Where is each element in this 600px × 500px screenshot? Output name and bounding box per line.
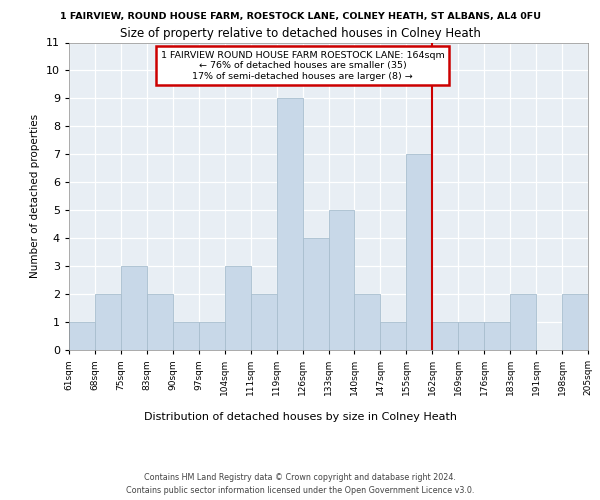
Text: Contains HM Land Registry data © Crown copyright and database right 2024.
Contai: Contains HM Land Registry data © Crown c…	[126, 472, 474, 494]
Text: Size of property relative to detached houses in Colney Heath: Size of property relative to detached ho…	[119, 28, 481, 40]
Bar	[147, 294, 173, 350]
Text: 1 FAIRVIEW, ROUND HOUSE FARM, ROESTOCK LANE, COLNEY HEATH, ST ALBANS, AL4 0FU: 1 FAIRVIEW, ROUND HOUSE FARM, ROESTOCK L…	[59, 12, 541, 22]
Text: Distribution of detached houses by size in Colney Heath: Distribution of detached houses by size …	[143, 412, 457, 422]
Text: 1 FAIRVIEW ROUND HOUSE FARM ROESTOCK LANE: 164sqm
← 76% of detached houses are s: 1 FAIRVIEW ROUND HOUSE FARM ROESTOCK LAN…	[161, 51, 445, 80]
Bar	[380, 322, 406, 350]
Bar	[355, 294, 380, 350]
Bar	[562, 294, 588, 350]
Bar	[406, 154, 432, 350]
Bar	[458, 322, 484, 350]
Bar	[173, 322, 199, 350]
Bar	[510, 294, 536, 350]
Y-axis label: Number of detached properties: Number of detached properties	[31, 114, 40, 278]
Bar	[484, 322, 510, 350]
Bar	[433, 322, 458, 350]
Bar	[329, 210, 355, 350]
Bar	[251, 294, 277, 350]
Bar	[121, 266, 147, 350]
Bar	[69, 322, 95, 350]
Bar	[302, 238, 329, 350]
Bar	[225, 266, 251, 350]
Bar	[95, 294, 121, 350]
Bar	[199, 322, 224, 350]
Bar	[277, 98, 302, 350]
